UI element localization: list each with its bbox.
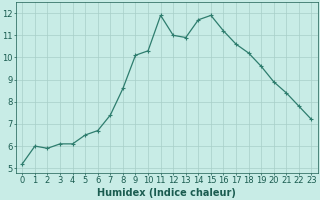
X-axis label: Humidex (Indice chaleur): Humidex (Indice chaleur) (98, 188, 236, 198)
